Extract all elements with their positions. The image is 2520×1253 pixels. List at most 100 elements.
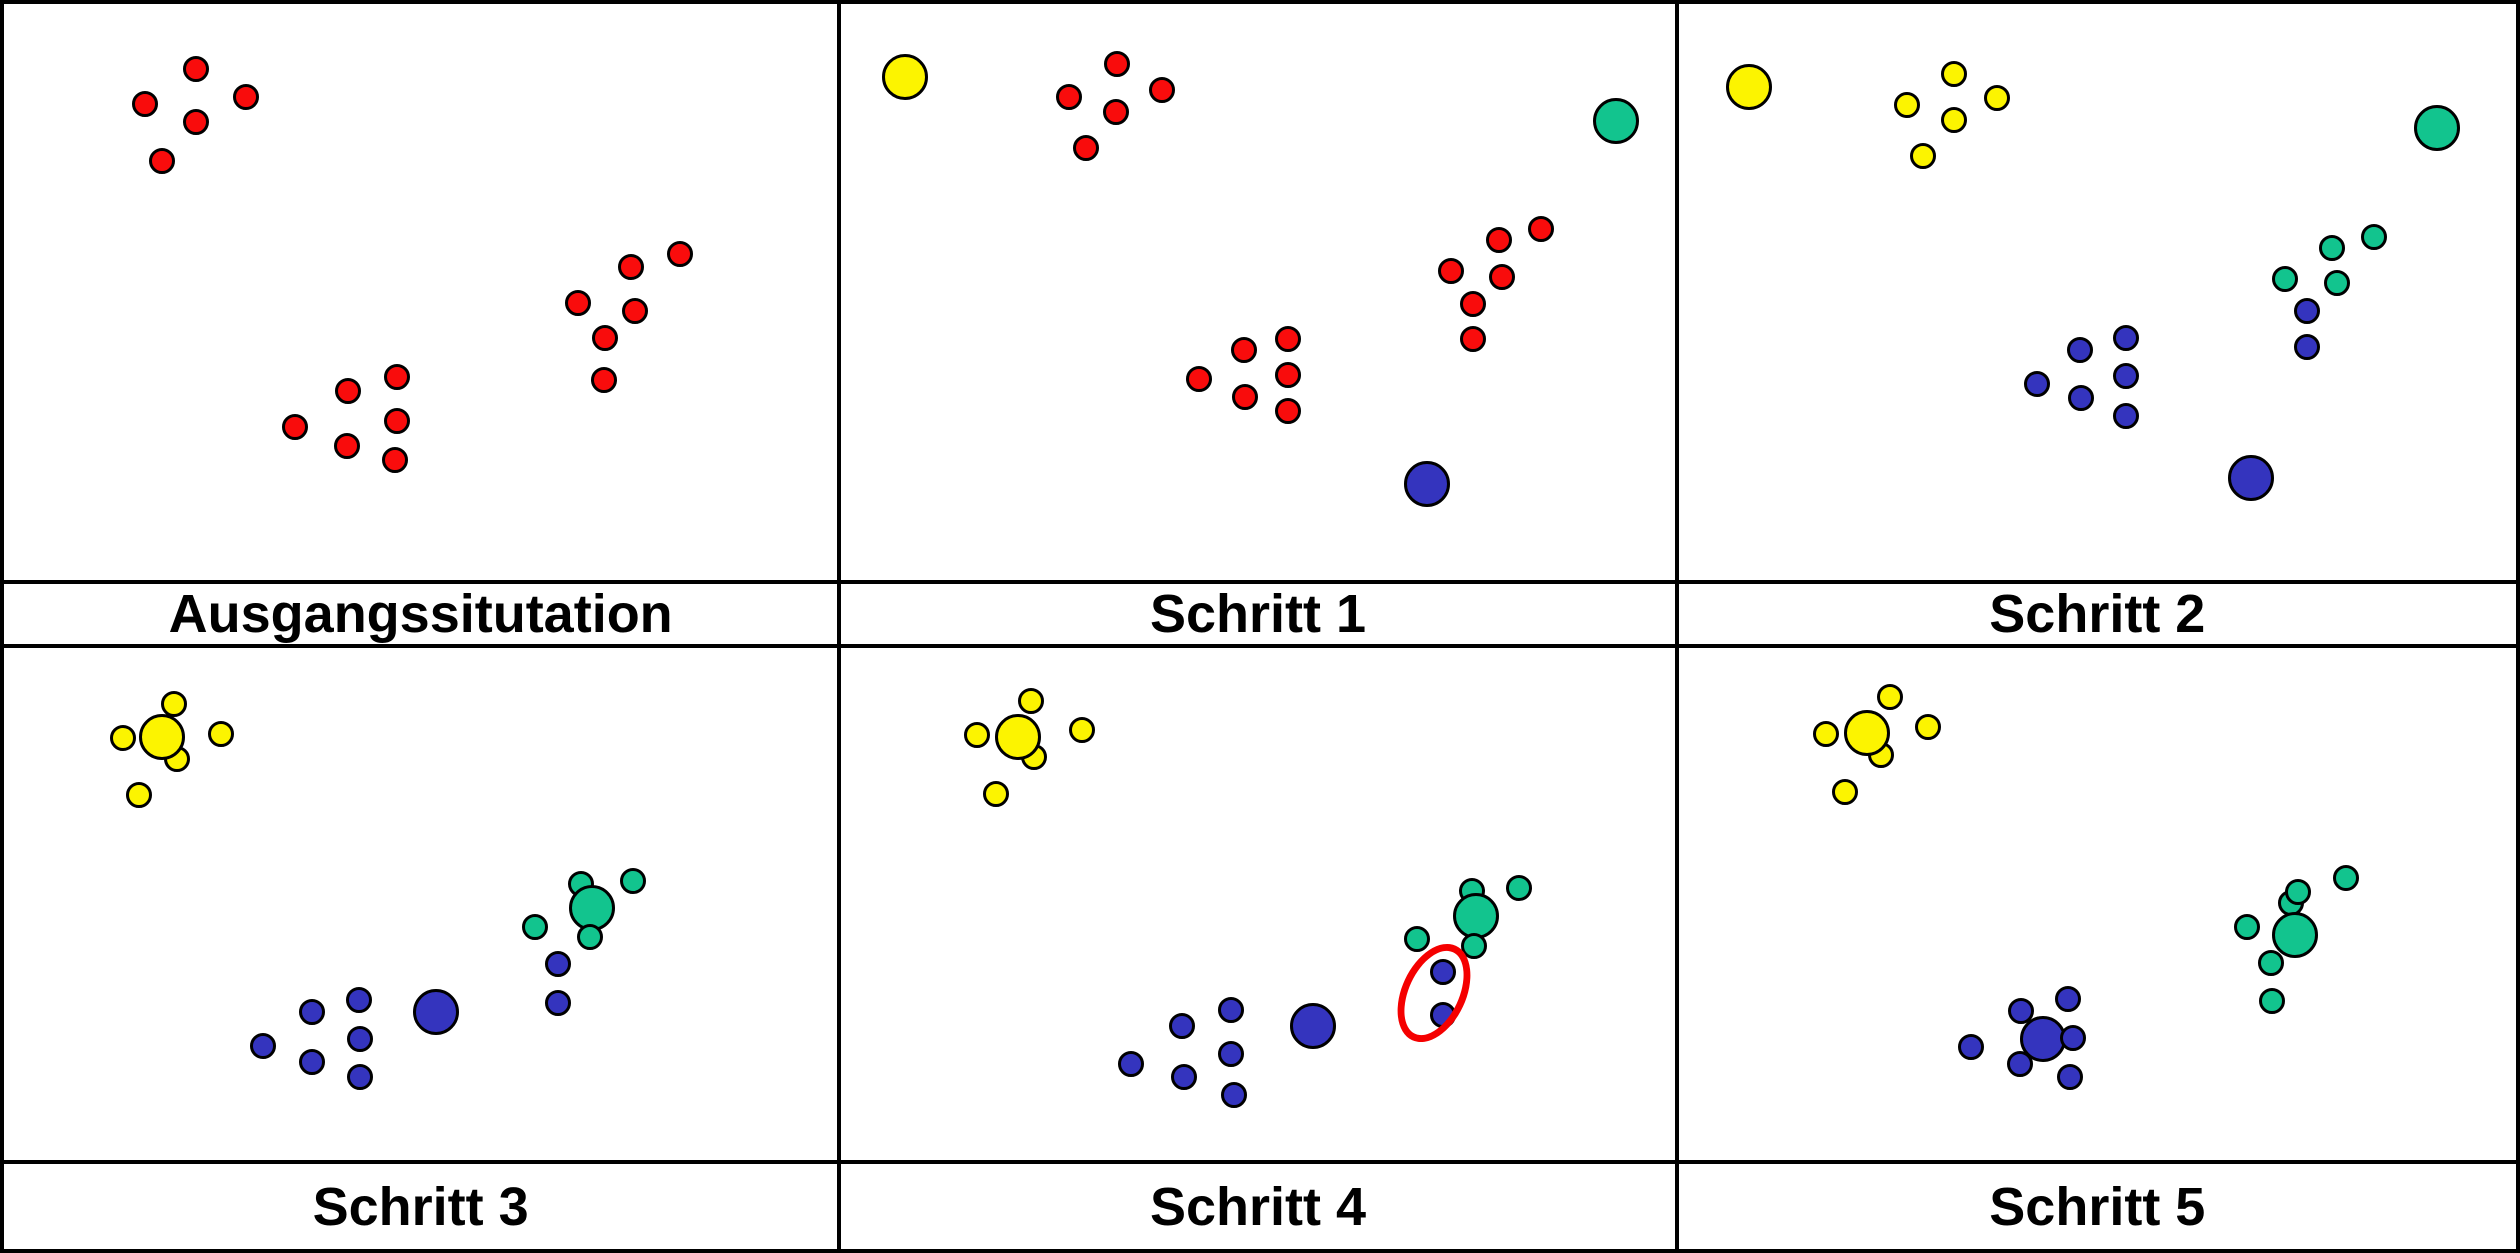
red-data-point <box>1231 337 1258 363</box>
yellow-data-point <box>1893 92 1920 118</box>
red-data-point <box>1104 51 1131 77</box>
plot-area-schritt-5 <box>1679 648 2516 1160</box>
panel-schritt-4: Schritt 4 <box>841 648 1679 1249</box>
panel-schritt-3: Schritt 3 <box>4 648 842 1249</box>
panel-label: Schritt 3 <box>4 1160 838 1249</box>
teal-data-point <box>2284 879 2311 905</box>
red-data-point <box>1460 291 1487 317</box>
blue-data-point <box>1221 1082 1248 1108</box>
yellow-centroid <box>139 714 185 760</box>
red-data-point <box>1528 216 1555 242</box>
yellow-centroid <box>995 714 1042 760</box>
blue-data-point <box>299 999 325 1025</box>
blue-data-point <box>1218 997 1245 1023</box>
red-data-point <box>1275 326 1302 352</box>
blue-data-point <box>1218 1041 1245 1067</box>
red-data-point <box>334 433 360 459</box>
red-data-point <box>183 109 209 135</box>
yellow-data-point <box>1983 85 2010 111</box>
red-data-point <box>1438 258 1465 284</box>
blue-data-point <box>347 1026 373 1052</box>
yellow-data-point <box>983 781 1010 807</box>
blue-data-point <box>2006 1051 2033 1077</box>
blue-data-point <box>1169 1013 1196 1039</box>
teal-centroid <box>2271 912 2318 958</box>
teal-data-point <box>1404 926 1431 952</box>
blue-data-point <box>2293 334 2320 360</box>
teal-data-point <box>522 914 548 940</box>
blue-data-point <box>347 1064 373 1090</box>
yellow-centroid <box>1843 710 1890 756</box>
panel-label: Schritt 1 <box>841 580 1675 644</box>
yellow-data-point <box>161 691 187 717</box>
blue-data-point <box>299 1049 325 1075</box>
red-data-point <box>591 367 617 393</box>
teal-data-point <box>1506 875 1533 901</box>
red-data-point <box>667 241 693 267</box>
yellow-data-point <box>1018 688 1045 714</box>
red-data-point <box>382 447 408 473</box>
yellow-data-point <box>1812 721 1839 747</box>
blue-data-point <box>250 1033 276 1059</box>
blue-data-point <box>545 951 571 977</box>
teal-data-point <box>2258 988 2285 1014</box>
teal-centroid <box>1453 893 1500 939</box>
blue-data-point <box>2112 403 2139 429</box>
panel-label: Schritt 2 <box>1678 580 2516 644</box>
plot-area-ausgangssituation <box>4 4 837 580</box>
red-data-point <box>132 91 158 117</box>
teal-data-point <box>620 868 646 894</box>
blue-centroid <box>1290 1003 1337 1049</box>
teal-data-point <box>2323 270 2350 296</box>
teal-data-point <box>577 924 603 950</box>
red-data-point <box>1460 326 1487 352</box>
red-data-point <box>1275 362 1302 388</box>
blue-data-point <box>1171 1064 1198 1090</box>
plot-area-schritt-3 <box>4 648 837 1160</box>
panel-ausgangssituation: Ausgangssitutation <box>4 4 842 648</box>
yellow-centroid <box>1725 64 1772 110</box>
blue-centroid <box>1404 461 1451 507</box>
blue-data-point <box>2059 1025 2086 1051</box>
plot-area-schritt-1 <box>841 4 1674 580</box>
blue-data-point <box>1957 1034 1984 1060</box>
blue-data-point <box>2112 363 2139 389</box>
blue-data-point <box>1430 959 1457 985</box>
blue-data-point <box>2067 385 2094 411</box>
blue-centroid <box>413 989 459 1035</box>
panel-schritt-5: Schritt 5 <box>1678 648 2516 1249</box>
blue-data-point <box>2293 298 2320 324</box>
panel-label: Schritt 5 <box>1678 1160 2516 1249</box>
blue-data-point <box>346 987 372 1013</box>
red-data-point <box>1275 398 1302 424</box>
yellow-data-point <box>208 721 234 747</box>
teal-data-point <box>2318 235 2345 261</box>
red-data-point <box>384 408 410 434</box>
blue-data-point <box>545 990 571 1016</box>
yellow-centroid <box>882 54 929 100</box>
plot-area-schritt-4 <box>841 648 1674 1160</box>
yellow-data-point <box>1876 684 1903 710</box>
yellow-data-point <box>1940 107 1967 133</box>
yellow-data-point <box>1069 717 1096 743</box>
red-data-point <box>1489 264 1516 290</box>
yellow-data-point <box>1914 714 1941 740</box>
teal-data-point <box>2271 266 2298 292</box>
blue-data-point <box>2112 325 2139 351</box>
red-data-point <box>1486 227 1513 253</box>
teal-data-point <box>2332 865 2359 891</box>
red-data-point <box>1073 135 1100 161</box>
red-data-point <box>335 378 361 404</box>
blue-data-point <box>2023 371 2050 397</box>
blue-data-point <box>1430 1002 1457 1028</box>
yellow-data-point <box>110 725 136 751</box>
yellow-data-point <box>1940 61 1967 87</box>
red-data-point <box>1186 366 1213 392</box>
blue-data-point <box>2066 337 2093 363</box>
red-data-point <box>565 290 591 316</box>
blue-data-point <box>2054 986 2081 1012</box>
red-data-point <box>282 414 308 440</box>
yellow-data-point <box>1831 779 1858 805</box>
teal-centroid <box>1593 98 1640 144</box>
